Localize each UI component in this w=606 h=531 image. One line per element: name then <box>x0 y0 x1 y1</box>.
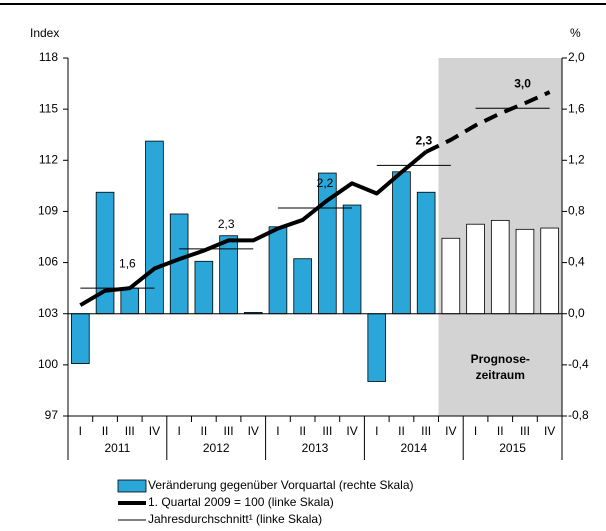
annual-annotation: 2,3 <box>415 134 432 148</box>
bar <box>466 223 485 315</box>
y2-axis-title: % <box>570 26 581 40</box>
y2-tick-label: 0,8 <box>568 204 585 218</box>
y2-tick-label: 2,0 <box>568 50 585 64</box>
y-tick-label: 112 <box>39 152 58 166</box>
y2-tick-label: 0,0 <box>568 306 585 320</box>
y-tick-label: 103 <box>38 306 58 320</box>
legend-swatch <box>117 479 147 493</box>
x-tick-label: II <box>201 424 208 438</box>
y-axis-title: Index <box>30 26 59 40</box>
bar <box>540 227 559 315</box>
forecast-label: zeitraum <box>476 368 525 382</box>
x-tick-label: II <box>102 424 109 438</box>
year-label: 2012 <box>203 441 230 455</box>
bar <box>441 237 461 315</box>
x-tick-label: IV <box>149 424 160 438</box>
bar <box>293 258 312 315</box>
bar <box>367 313 387 382</box>
x-tick-label: I <box>276 424 279 438</box>
x-tick-label: I <box>79 424 82 438</box>
legend-label: Jahresdurchschnitt¹ (linke Skala) <box>148 512 322 526</box>
annual-annotation: 2,2 <box>317 176 334 190</box>
bar <box>342 204 362 315</box>
index-line <box>79 150 428 307</box>
x-tick-label: IV <box>248 424 259 438</box>
year-label: 2015 <box>499 441 526 455</box>
bar <box>515 228 535 315</box>
x-tick-label: II <box>497 424 504 438</box>
x-tick-label: III <box>125 424 135 438</box>
x-tick-label: II <box>398 424 405 438</box>
bar <box>268 226 288 315</box>
y2-tick-label: 1,2 <box>568 152 585 166</box>
x-tick-label: III <box>421 424 431 438</box>
x-tick-label: I <box>177 424 180 438</box>
annual-annotation: 3,0 <box>514 76 531 90</box>
forecast-label: Prognose- <box>471 352 530 366</box>
x-tick-label: I <box>375 424 378 438</box>
legend-label: 1. Quartal 2009 = 100 (linke Skala) <box>148 495 334 509</box>
x-tick-label: IV <box>346 424 357 438</box>
bar <box>71 313 90 364</box>
bar <box>194 260 214 315</box>
y2-tick-label: 1,6 <box>568 101 585 115</box>
y-tick-label: 109 <box>38 204 58 218</box>
x-tick-label: IV <box>445 424 456 438</box>
y2-tick-label: -0,8 <box>568 408 589 422</box>
year-label: 2013 <box>302 441 329 455</box>
bar <box>219 235 238 315</box>
y-tick-label: 97 <box>45 408 59 422</box>
year-label: 2011 <box>104 441 130 455</box>
y-tick-label: 118 <box>39 50 58 64</box>
x-tick-label: III <box>224 424 234 438</box>
x-tick-label: III <box>520 424 530 438</box>
x-tick-label: III <box>322 424 332 438</box>
y-tick-label: 100 <box>38 357 58 371</box>
annual-annotation: 2,3 <box>218 217 235 231</box>
x-tick-label: II <box>299 424 306 438</box>
bar <box>392 171 411 315</box>
y2-tick-label: 0,4 <box>568 255 585 269</box>
x-tick-label: I <box>474 424 477 438</box>
year-label: 2014 <box>400 441 427 455</box>
bar <box>169 213 189 315</box>
bar <box>490 219 510 315</box>
bar <box>416 191 436 315</box>
y-tick-label: 106 <box>38 255 58 269</box>
x-tick-label: IV <box>544 424 555 438</box>
y-tick-label: 115 <box>39 101 58 115</box>
bar <box>120 287 140 315</box>
legend-label: Veränderung gegenüber Vorquartal (rechte… <box>148 478 414 492</box>
annual-annotation: 1,6 <box>119 256 136 270</box>
y2-tick-label: -0,4 <box>568 357 589 371</box>
forecast-line <box>425 90 551 154</box>
